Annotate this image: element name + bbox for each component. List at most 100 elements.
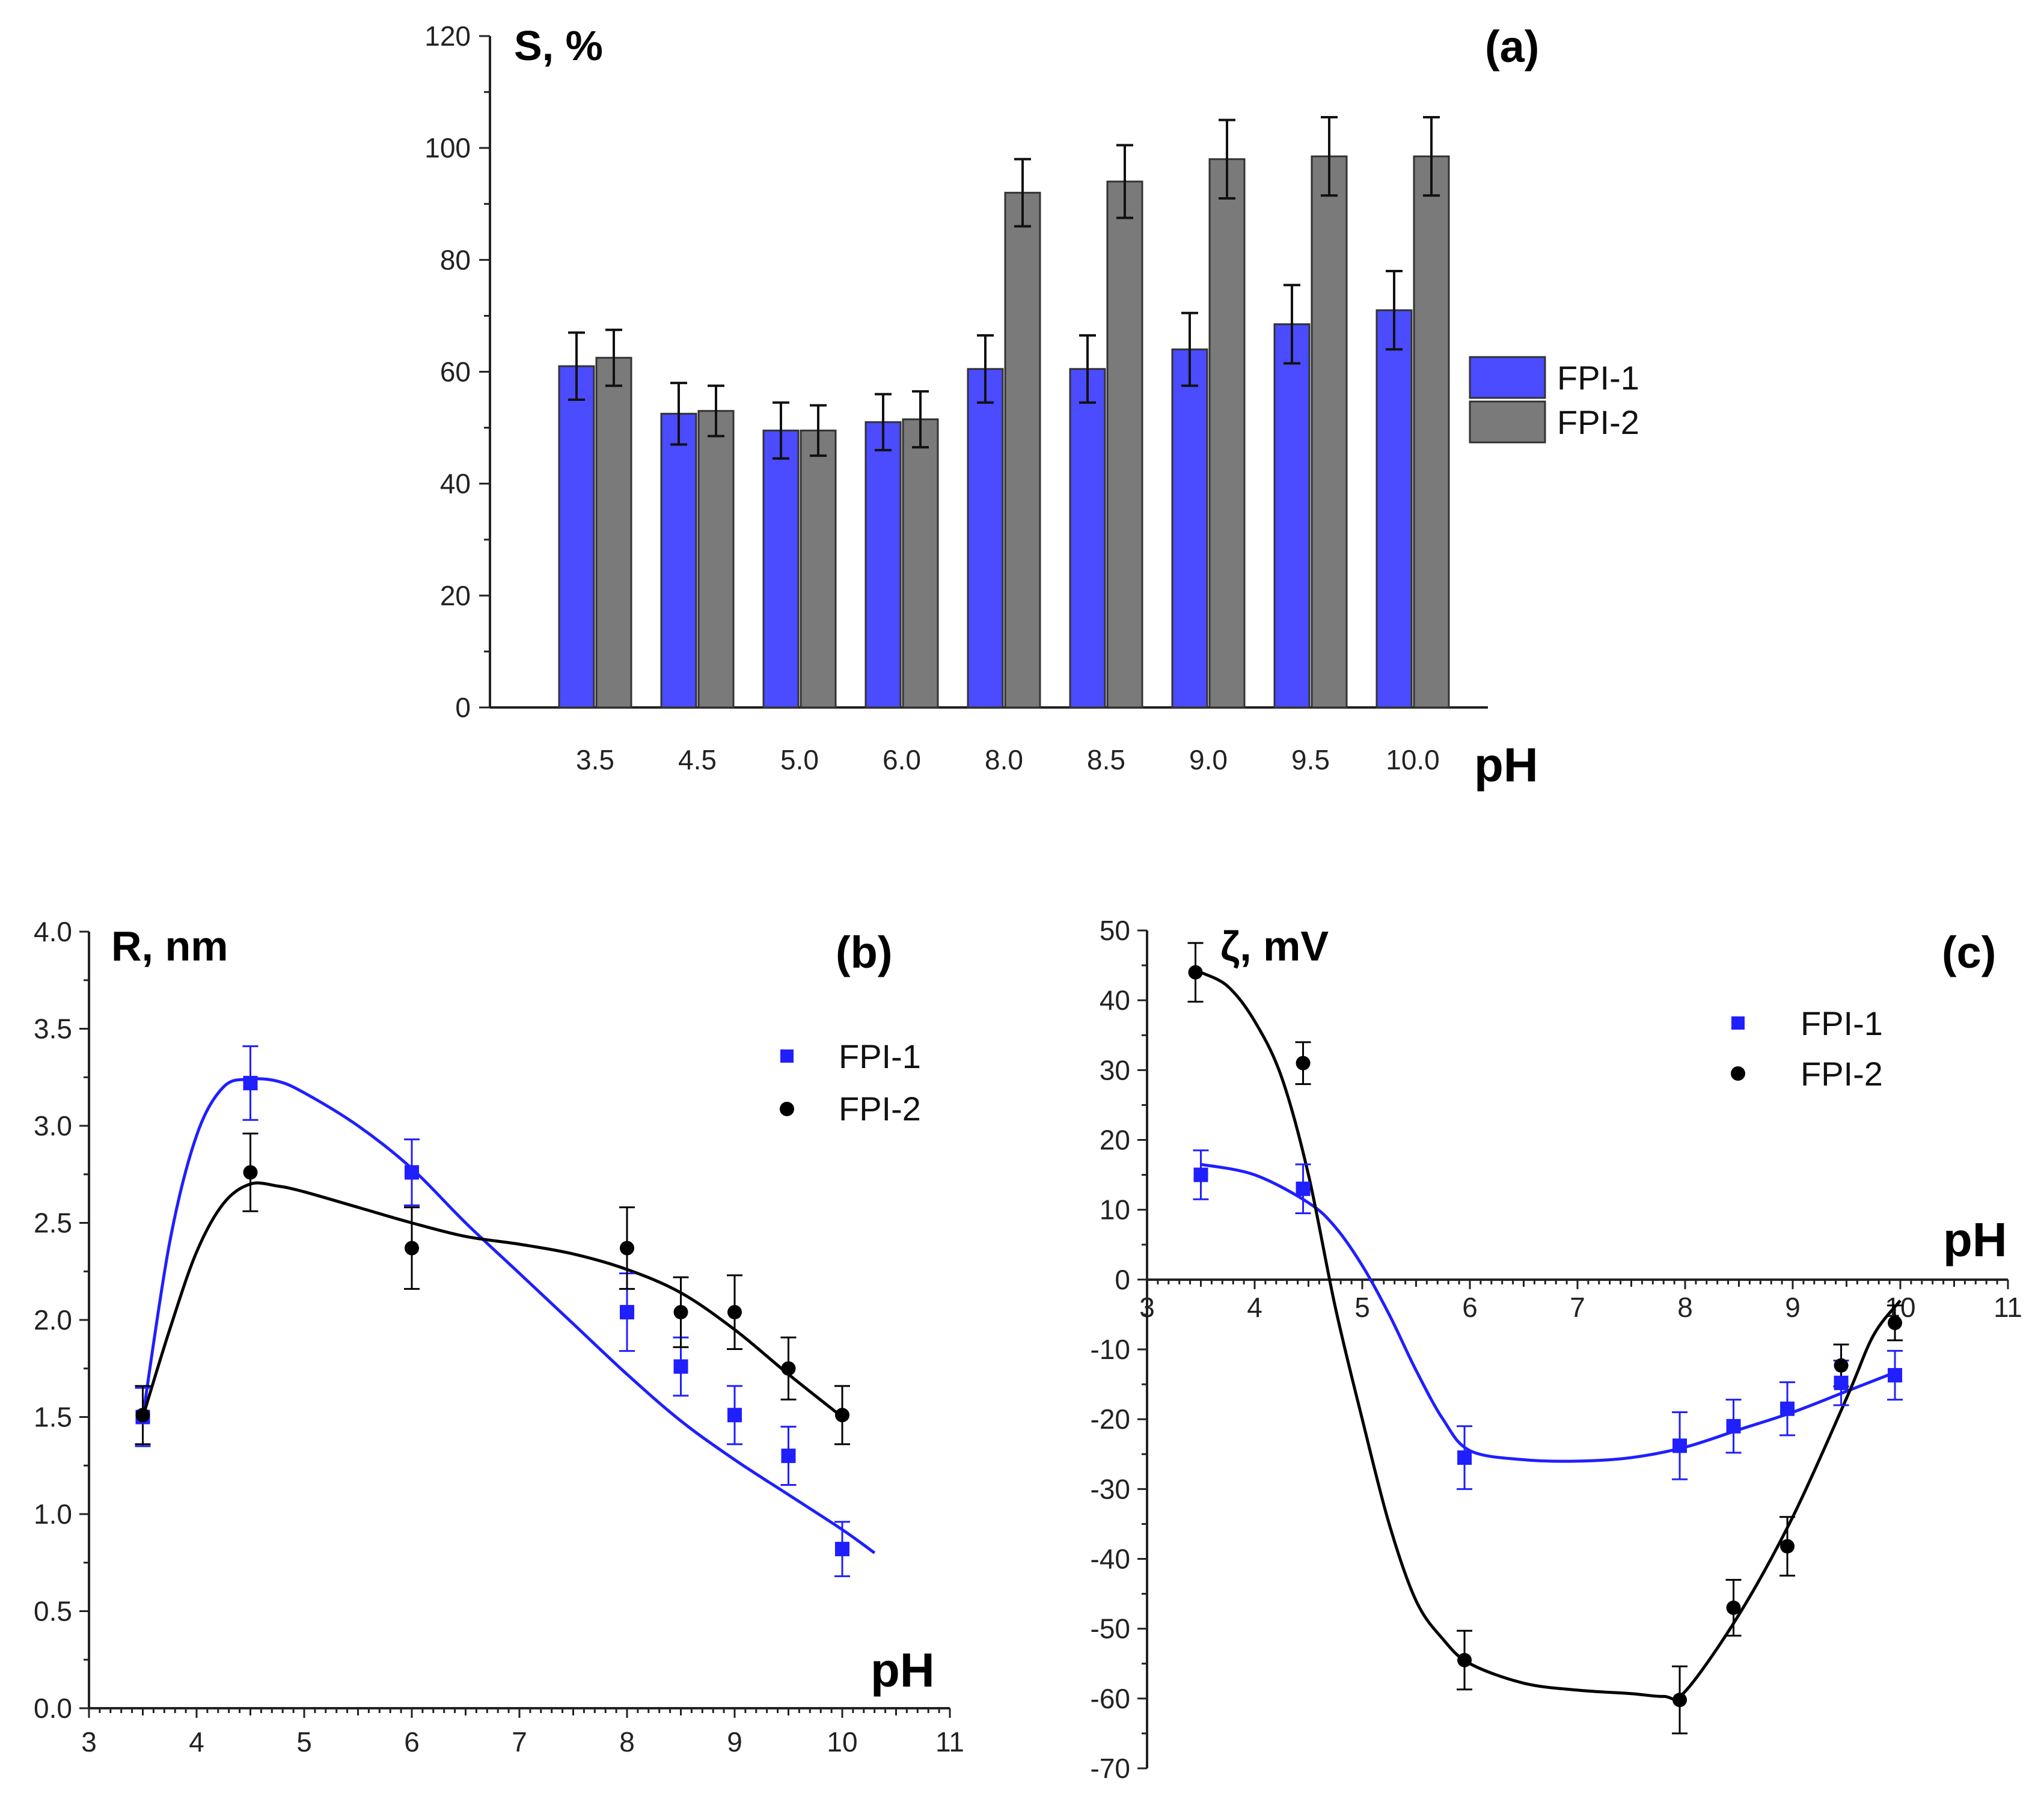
panel-a-x-tick-label: 9.0 — [1189, 744, 1228, 775]
panel-c-x-tick-label: 3 — [1139, 1292, 1155, 1323]
bar-fpi-1-ph-8-5 — [1069, 368, 1106, 709]
error-bar-fpi-1 — [670, 382, 687, 446]
error-bar-fpi-1 — [1181, 311, 1198, 387]
panel-b-y-tick-label: 0.5 — [34, 1596, 72, 1627]
panel-a-x-tick-label: 4.5 — [678, 744, 717, 775]
error-bar-fpi-1 — [773, 401, 789, 460]
panel-a-x-tick-label: 8.5 — [1087, 744, 1125, 775]
panel-c-y-tick-label: -40 — [1091, 1544, 1130, 1575]
bar-fpi-2-ph-4-5 — [697, 410, 735, 709]
data-point-fpi-2 — [1780, 1539, 1795, 1554]
bar-fpi-2-ph-3-5 — [595, 356, 632, 709]
panel-c-y-tick-label: -20 — [1091, 1403, 1130, 1435]
data-point-fpi-2 — [405, 1241, 419, 1256]
panel-c-y-tick-label: -50 — [1091, 1613, 1130, 1645]
error-bar-fpi-2 — [708, 384, 724, 438]
panel-a-x-tick-label: 3.5 — [576, 744, 614, 775]
panel-c-x-tick-label: 6 — [1462, 1292, 1478, 1323]
bar-fpi-2-ph-9-0 — [1208, 158, 1246, 709]
panel-c-y-tick-label: 40 — [1100, 985, 1130, 1016]
data-point-fpi-2 — [1726, 1600, 1741, 1615]
bar-fpi-1-ph-8-0 — [967, 368, 1004, 709]
legend-label-fpi-2: FPI-2 — [1557, 403, 1639, 441]
panel-b-y-axis-label: R, nm — [111, 923, 228, 970]
error-bar-fpi-2 — [810, 404, 827, 457]
data-point-fpi-2 — [135, 1408, 150, 1423]
panel-a-legend: FPI-1 FPI-2 — [1469, 356, 1639, 444]
panel-c-x-tick-label: 11 — [1994, 1292, 2022, 1323]
panel-c-x-tick-label: 7 — [1570, 1292, 1585, 1323]
bar-fpi-2-ph-6-0 — [902, 418, 939, 709]
error-bar-fpi-2 — [1321, 115, 1338, 197]
data-point-fpi-1 — [1780, 1401, 1795, 1416]
panel-c-y-tick-label: -70 — [1091, 1753, 1130, 1784]
panel-a-x-tick-label: 5.0 — [780, 744, 819, 775]
panel-b-x-tick-label: 3 — [81, 1726, 97, 1758]
bar-fpi-1-ph-3-5 — [558, 365, 595, 709]
panel-b-x-tick-label: 9 — [727, 1726, 742, 1758]
bar-fpi-2-ph-8-5 — [1106, 180, 1143, 709]
legend-marker-fpi-1 — [1731, 1016, 1745, 1030]
panel-a-x-tick-label: 6.0 — [883, 744, 921, 775]
panel-a-label: (a) — [1485, 22, 1539, 72]
panel-c-y-tick-label: 50 — [1100, 915, 1130, 946]
panel-b-x-axis-label: pH — [871, 1643, 935, 1697]
panel-b-x-tick-label: 11 — [935, 1726, 964, 1758]
panel-a-x-tick-label: 8.0 — [985, 744, 1023, 775]
data-point-fpi-2 — [1296, 1055, 1311, 1071]
panel-b-x-tick-label: 10 — [827, 1726, 857, 1758]
panel-b-y-tick-label: 2.0 — [34, 1304, 72, 1336]
panel-c-x-axis-label: pH — [1943, 1213, 2007, 1266]
panel-b-x-tick-label: 5 — [296, 1726, 312, 1758]
data-point-fpi-1 — [1726, 1419, 1741, 1434]
panel-c-y-tick-label: -60 — [1091, 1683, 1130, 1714]
panel-c-x-tick-label: 8 — [1677, 1292, 1693, 1323]
data-point-fpi-2 — [1672, 1693, 1688, 1708]
panel-b-y-tick-label: 1.5 — [34, 1402, 72, 1433]
error-bar-fpi-1 — [1386, 269, 1403, 351]
error-bar-fpi-1 — [977, 334, 994, 404]
bar-fpi-1-ph-4-5 — [660, 412, 697, 709]
data-point-fpi-2 — [835, 1408, 849, 1423]
legend-swatch-fpi-1 — [1469, 356, 1546, 399]
panel-c-y-tick-label: 30 — [1100, 1054, 1130, 1086]
legend-marker-fpi-1 — [780, 1049, 794, 1063]
legend-marker-fpi-2 — [1731, 1066, 1745, 1081]
legend-label-fpi-2: FPI-2 — [1801, 1055, 1883, 1093]
panel-a-y-tick-label: 60 — [440, 356, 471, 388]
panel-b-x-tick-label: 8 — [619, 1726, 635, 1758]
data-point-fpi-2 — [727, 1305, 742, 1320]
bar-fpi-1-ph-9-5 — [1273, 323, 1311, 709]
error-bar-fpi-2 — [1423, 115, 1440, 197]
bar-fpi-2-ph-8-0 — [1004, 192, 1041, 709]
error-bar-fpi-1 — [568, 331, 585, 402]
panel-c-label: (c) — [1942, 927, 1996, 977]
panel-b-y-tick-label: 1.0 — [34, 1498, 72, 1530]
data-point-fpi-1 — [727, 1408, 742, 1423]
error-bar-fpi-2 — [1116, 144, 1133, 219]
bar-fpi-1-ph-9-0 — [1171, 348, 1208, 709]
error-bar-fpi-2 — [605, 328, 622, 387]
panel-c-y-tick-label: 10 — [1100, 1194, 1130, 1226]
panel-b-y-tick-label: 0.0 — [34, 1693, 72, 1724]
panel-a-y-tick-label: 40 — [440, 468, 471, 499]
error-bar-fpi-2 — [1014, 157, 1031, 228]
panel-a-x-tick-label: 10.0 — [1386, 744, 1440, 775]
data-point-fpi-1 — [1193, 1167, 1208, 1182]
panel-a-x-axis-label: pH — [1474, 738, 1538, 792]
error-bar-fpi-2 — [1219, 118, 1235, 200]
data-point-fpi-1 — [835, 1542, 849, 1557]
legend-swatch-fpi-2 — [1469, 400, 1546, 444]
panel-a-y-tick-label: 0 — [455, 692, 471, 723]
panel-a-x-tick-label: 9.5 — [1291, 744, 1330, 775]
data-point-fpi-2 — [1834, 1358, 1849, 1373]
bar-fpi-2-ph-9-5 — [1311, 155, 1348, 709]
data-point-fpi-1 — [620, 1305, 634, 1320]
panel-b-x-tick-label: 7 — [512, 1726, 527, 1758]
bar-fpi-1-ph-5-0 — [762, 429, 800, 709]
bar-fpi-2-ph-5-0 — [800, 429, 837, 709]
panel-b-y-tick-label: 4.0 — [34, 916, 72, 947]
panel-b-y-tick-label: 3.5 — [34, 1013, 72, 1045]
panel-c-legend: FPI-1 FPI-2 — [1731, 1004, 1883, 1093]
panel-c-x-tick-label: 5 — [1354, 1292, 1370, 1323]
